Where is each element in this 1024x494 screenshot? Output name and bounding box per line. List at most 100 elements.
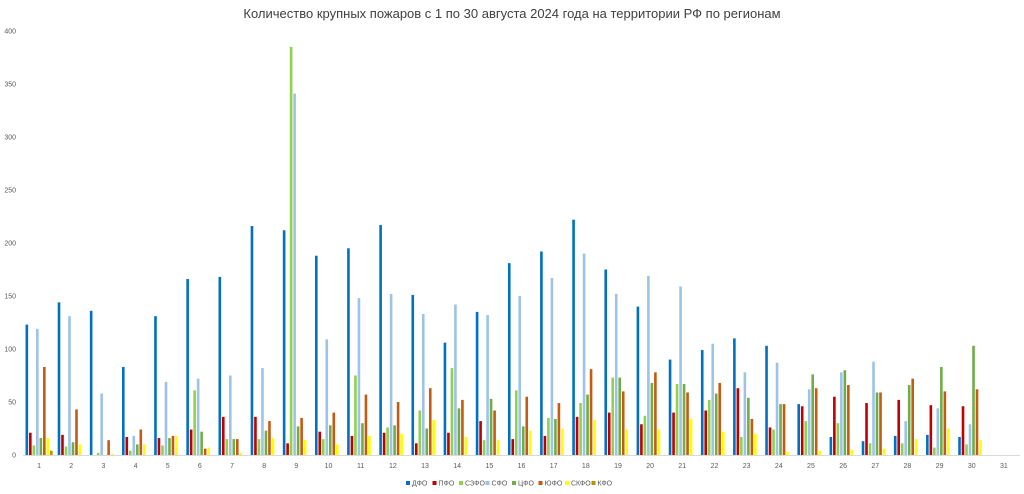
bar (765, 345, 768, 455)
bar (29, 432, 32, 455)
bar (972, 345, 975, 455)
bar (454, 304, 457, 455)
bar (900, 443, 904, 455)
bar (786, 451, 789, 455)
bar (432, 420, 436, 455)
bar (107, 440, 110, 455)
bar (122, 367, 125, 455)
x-tick-label: 2 (69, 463, 73, 470)
bar (482, 440, 486, 455)
bar (557, 403, 561, 455)
bar (797, 404, 800, 455)
x-tick-label: 22 (711, 463, 719, 470)
bar (733, 338, 736, 455)
bar (254, 416, 257, 455)
bar (611, 377, 615, 455)
x-tick-label: 20 (646, 463, 654, 470)
bar (425, 428, 429, 455)
bar (804, 421, 807, 455)
bar (621, 391, 625, 455)
bar (57, 302, 61, 455)
bar (947, 428, 950, 455)
bar (525, 396, 529, 455)
y-axis: 0 50 100 150 200 250 300 350 400 (4, 29, 16, 460)
bar (296, 426, 300, 455)
bar (589, 369, 593, 455)
x-tick-label: 28 (904, 463, 912, 470)
bar (207, 447, 210, 455)
x-tick-label: 7 (230, 463, 234, 470)
bar (496, 440, 500, 455)
bar (350, 435, 354, 455)
bar (347, 248, 350, 455)
bar (393, 425, 396, 455)
bar (39, 438, 43, 455)
bar (689, 418, 693, 455)
bar (175, 435, 178, 455)
bar (718, 382, 722, 455)
bar (811, 374, 814, 455)
bar (421, 314, 425, 455)
bar (196, 378, 200, 455)
bar (386, 427, 389, 455)
legend-swatch (485, 481, 490, 485)
bar (618, 377, 622, 455)
y-tick-label: 0 (12, 453, 16, 460)
bar (335, 444, 339, 455)
bar (850, 449, 854, 455)
legend-label: СЗФО (465, 481, 485, 488)
bar (586, 394, 589, 455)
bar (933, 447, 936, 455)
bar (847, 385, 850, 455)
bar (50, 450, 53, 455)
x-tick-label: 19 (614, 463, 622, 470)
bar (511, 439, 515, 455)
bar (575, 416, 579, 455)
bar (636, 306, 640, 455)
bar (911, 378, 914, 455)
bar (293, 93, 296, 455)
bar (43, 367, 46, 455)
bar (239, 452, 243, 455)
bar (521, 426, 525, 455)
bar (607, 412, 611, 455)
x-tick-label: 12 (389, 463, 397, 470)
bar (354, 375, 357, 455)
x-tick-label: 13 (421, 463, 429, 470)
bar (414, 443, 418, 455)
bar (750, 418, 754, 455)
bar (321, 439, 325, 455)
bar (303, 440, 307, 455)
bar (189, 429, 193, 455)
bar (940, 367, 943, 455)
bar (968, 424, 972, 455)
x-tick-label: 6 (198, 463, 202, 470)
x-tick-label: 24 (775, 463, 783, 470)
bar (89, 310, 93, 455)
bar (843, 370, 847, 455)
bar (861, 441, 865, 455)
bar (572, 219, 575, 455)
bar (840, 372, 843, 455)
y-tick-label: 300 (4, 135, 16, 142)
legend-label: ПФО (439, 481, 455, 488)
bar (779, 404, 782, 455)
y-tick-label: 200 (4, 241, 16, 248)
bar (643, 415, 647, 455)
x-tick-label: 8 (262, 463, 266, 470)
bar (229, 375, 232, 455)
bar (936, 408, 940, 455)
bar (132, 435, 136, 455)
x-tick-label: 16 (518, 463, 526, 470)
bar (157, 438, 161, 455)
bar (672, 412, 675, 455)
bar (357, 298, 361, 455)
bar (747, 397, 750, 455)
bar (61, 434, 64, 455)
bar (389, 293, 393, 455)
bar (782, 404, 786, 455)
bar (775, 362, 779, 455)
bar (461, 399, 464, 455)
bar (836, 423, 840, 455)
bar (428, 388, 432, 455)
